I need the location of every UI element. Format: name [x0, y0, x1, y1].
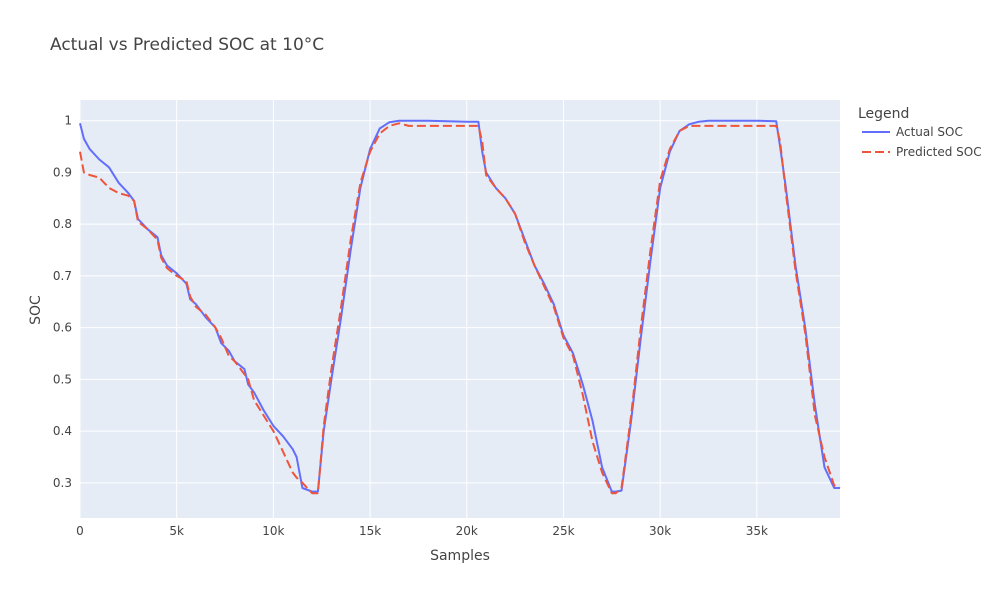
x-tick-label: 5k: [169, 524, 184, 538]
legend-title: Legend: [858, 106, 909, 122]
y-tick-label: 0.5: [53, 372, 72, 386]
series-line-predicted-soc: [79, 122, 841, 495]
legend-label: Predicted SOC: [896, 145, 982, 159]
gridlines: [79, 100, 840, 518]
y-axis-title: SOC: [28, 295, 44, 325]
x-tick-label: 25k: [552, 524, 574, 538]
x-axis-title: Samples: [430, 548, 490, 564]
y-tick-label: 0.3: [53, 476, 72, 490]
y-tick-label: 0.9: [53, 165, 72, 179]
x-tick-label: 30k: [649, 524, 671, 538]
x-tick-label: 20k: [456, 524, 478, 538]
x-tick-label: 0: [76, 524, 84, 538]
y-tick-label: 0.4: [53, 424, 72, 438]
x-tick-label: 10k: [262, 524, 284, 538]
y-tick-label: 0.8: [53, 217, 72, 231]
x-tick-label: 35k: [746, 524, 768, 538]
legend: Legend Actual SOC Predicted SOC: [858, 106, 982, 159]
legend-label: Actual SOC: [896, 125, 963, 139]
y-tick-label: 1: [64, 114, 72, 128]
plot-area: [80, 100, 840, 518]
series-layer: [79, 119, 841, 495]
y-tick-label: 0.7: [53, 269, 72, 283]
y-axis-ticks: 0.3 0.4 0.5 0.6 0.7 0.8 0.9 1: [53, 114, 72, 490]
x-axis-ticks: 0 5k 10k 15k 20k 25k 30k 35k: [76, 524, 768, 538]
y-tick-label: 0.6: [53, 321, 72, 335]
chart-title: Actual vs Predicted SOC at 10°C: [50, 35, 324, 55]
x-tick-label: 15k: [359, 524, 381, 538]
